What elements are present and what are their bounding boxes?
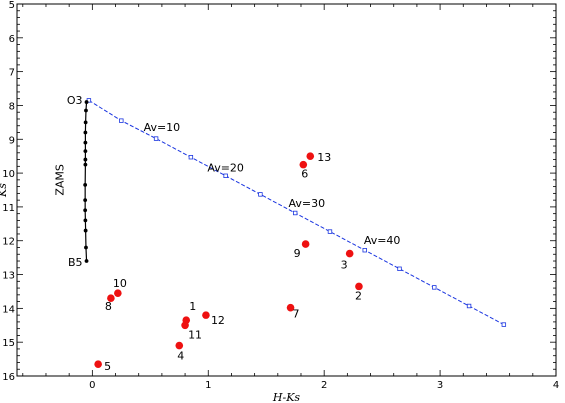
x-tick-label: 2 bbox=[321, 380, 327, 391]
zams-point bbox=[84, 259, 89, 263]
reddening-marker bbox=[258, 192, 263, 197]
source-label: 2 bbox=[355, 289, 362, 302]
source-label: 8 bbox=[105, 300, 112, 313]
reddening-marker bbox=[432, 285, 437, 290]
source-label: 6 bbox=[301, 168, 308, 181]
reddening-marker bbox=[153, 136, 159, 141]
source-point bbox=[94, 360, 102, 368]
y-tick-label: 14 bbox=[2, 304, 15, 315]
source-label: 7 bbox=[293, 308, 300, 321]
zams-point bbox=[83, 198, 88, 203]
reddening-marker bbox=[397, 266, 402, 271]
source-label: 9 bbox=[294, 247, 301, 260]
plot-frame bbox=[16, 3, 557, 377]
zams-point bbox=[84, 108, 88, 113]
reddening-marker bbox=[466, 303, 472, 309]
zams-track: O3 B5 ZAMS bbox=[54, 94, 89, 269]
source-point bbox=[202, 311, 210, 319]
av-label: Av=20 bbox=[207, 161, 244, 174]
y-tick-label: 11 bbox=[2, 203, 15, 214]
y-tick-label: 9 bbox=[9, 135, 15, 146]
source-point bbox=[114, 289, 122, 297]
y-tick-label: 13 bbox=[2, 271, 15, 282]
source-point bbox=[286, 303, 295, 312]
zams-point bbox=[83, 218, 88, 223]
source-label: 5 bbox=[104, 360, 111, 373]
reddening-marker bbox=[362, 247, 367, 253]
source-point bbox=[306, 152, 315, 160]
reddening-marker bbox=[188, 154, 194, 160]
source-point bbox=[301, 240, 310, 248]
av-label: Av=10 bbox=[144, 121, 181, 134]
source-point bbox=[107, 294, 115, 303]
x-tick-label: 3 bbox=[437, 380, 443, 391]
source-point bbox=[345, 249, 354, 258]
y-tick-label: 5 bbox=[9, 0, 15, 11]
av-label: Av=40 bbox=[364, 234, 401, 247]
plot-border bbox=[16, 3, 557, 377]
source-point bbox=[299, 160, 308, 169]
source-label: 4 bbox=[177, 350, 184, 363]
x-tick-label: 4 bbox=[553, 380, 559, 391]
y-tick-label: 15 bbox=[2, 338, 15, 349]
reddening-marker bbox=[327, 229, 333, 234]
zams-point bbox=[83, 149, 88, 154]
source-label: 13 bbox=[317, 151, 331, 164]
zams-point bbox=[83, 183, 88, 187]
reddening-marker bbox=[501, 322, 507, 327]
zams-point bbox=[83, 208, 88, 213]
zams-point bbox=[83, 140, 88, 145]
source-label: 1 bbox=[189, 300, 196, 313]
y-tick-label: 7 bbox=[9, 68, 15, 79]
y-tick-label: 16 bbox=[2, 372, 15, 383]
zams-point bbox=[83, 130, 88, 135]
zams-top-label: O3 bbox=[67, 94, 83, 107]
zams-point bbox=[83, 157, 88, 162]
zams-point bbox=[83, 120, 88, 125]
y-tick-label: 10 bbox=[2, 169, 15, 180]
y-tick-label: 12 bbox=[2, 237, 15, 248]
source-point bbox=[355, 282, 363, 291]
source-point bbox=[175, 341, 184, 350]
zams-point bbox=[83, 162, 88, 167]
x-tick-label: 1 bbox=[205, 380, 211, 391]
source-label: 12 bbox=[211, 314, 225, 327]
zams-bottom-label: B5 bbox=[68, 256, 83, 269]
source-label: 11 bbox=[188, 328, 202, 341]
zams-name-label: ZAMS bbox=[54, 164, 67, 196]
source-label: 10 bbox=[113, 277, 127, 290]
source-label: 3 bbox=[341, 259, 348, 272]
zams-point bbox=[84, 100, 89, 104]
y-tick-label: 6 bbox=[9, 34, 15, 45]
x-tick-label: 0 bbox=[89, 380, 95, 391]
reddening-vector: Av=10 Av=20 Av=30 Av=40 bbox=[86, 98, 507, 327]
reddening-marker bbox=[119, 118, 124, 123]
y-tick-label: 8 bbox=[9, 101, 15, 112]
source-point bbox=[181, 321, 189, 330]
reddening-marker bbox=[292, 210, 298, 216]
y-axis-title: Ks bbox=[0, 183, 9, 198]
x-axis-title: H-Ks bbox=[272, 391, 301, 403]
reddening-marker bbox=[223, 173, 228, 178]
zams-point bbox=[84, 245, 88, 250]
av-label: Av=30 bbox=[288, 197, 325, 210]
zams-point bbox=[83, 228, 88, 233]
